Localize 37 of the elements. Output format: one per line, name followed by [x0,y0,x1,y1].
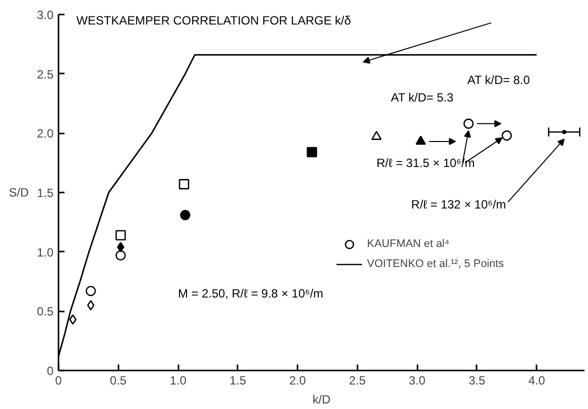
annotation: R/ℓ = 132 × 10⁶/m [411,197,506,212]
annotation: M = 2.50, R/ℓ = 9.8 × 10⁶/m [178,286,324,300]
y-tick-label: 2.5 [36,67,54,82]
y-tick-label: 1.5 [36,186,54,200]
annotation: AT k/D= 8.0 [467,72,530,87]
x-tick-label: 2.0 [289,374,306,388]
point [306,147,318,158]
y-tick-label: 2.0 [36,126,54,141]
annotation: AT k/D= 5.3 [390,90,454,105]
x-tick-label: 2.5 [349,374,366,388]
y-tick-label: 0.5 [36,304,54,319]
point [87,300,94,310]
y-axis-title: S/D [8,186,30,200]
x-tick-label: 0 [55,374,62,388]
y-tick-label: 1.0 [36,245,54,260]
annotation: R/ℓ = 31.5 × 10⁶/m [376,156,475,170]
point [463,118,474,129]
x-tick-label: 3.5 [468,374,486,388]
x-axis-title: k/D [312,392,331,406]
x-tick-label: 1.5 [229,374,246,388]
x-tick-label: 0.5 [110,374,127,388]
x-tick-label: 3.0 [408,374,426,388]
y-tick-label: 0 [46,364,54,378]
point [502,130,512,141]
point [416,136,426,145]
point [178,179,190,190]
point [371,130,382,140]
point [180,210,190,220]
x-tick-label: 4.0 [528,374,546,388]
point [116,230,126,240]
x-tick-label: 1.0 [170,374,187,388]
y-tick-label: 3.0 [36,8,54,22]
point [86,286,96,296]
point [116,250,126,261]
legend-label: VOITENKO et al.¹², 5 Points [367,257,504,271]
annotation: WESTKAEMPER CORRELATION FOR LARGE k/δ [76,13,352,28]
legend-label: KAUFMAN et al⁴ [367,237,450,251]
